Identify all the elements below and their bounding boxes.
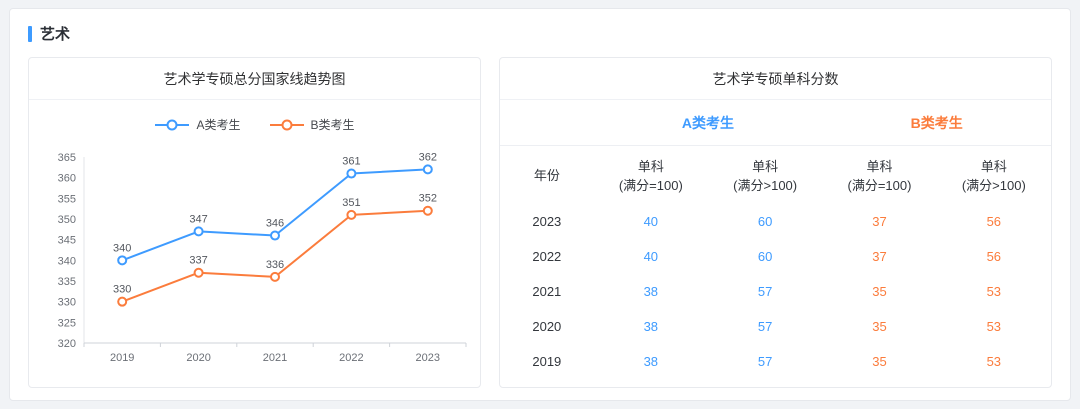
score-cell: 60	[757, 213, 773, 229]
svg-text:325: 325	[57, 317, 75, 329]
score-cell: 37	[872, 248, 887, 264]
table-row: 2019 38 57 35 53	[500, 344, 1051, 379]
group-header-a: A类考生	[593, 100, 823, 146]
year-cell: 2022	[532, 248, 562, 264]
score-cell: 56	[986, 213, 1002, 229]
subject-header-cell: 单科 (满分=100)	[847, 159, 912, 193]
score-cell: 57	[757, 318, 773, 334]
x-axis: 2019 2020 2021 2022 2023	[83, 342, 466, 364]
svg-text:360: 360	[57, 173, 75, 185]
section-header: 艺术	[28, 23, 1052, 44]
svg-text:336: 336	[265, 259, 283, 271]
section-title: 艺术	[40, 26, 71, 43]
chart-legend: A类考生 B类考生	[29, 116, 480, 133]
table-row: 2020 38 57 35 53	[500, 309, 1051, 344]
svg-text:2021: 2021	[262, 352, 286, 364]
svg-text:335: 335	[57, 276, 75, 288]
svg-text:2020: 2020	[186, 352, 210, 364]
svg-text:340: 340	[113, 242, 131, 254]
svg-text:2022: 2022	[339, 352, 363, 364]
year-cell: 2020	[532, 318, 562, 334]
svg-text:361: 361	[342, 156, 360, 168]
subject-header-cell: 单科 (满分=100)	[618, 159, 683, 193]
svg-text:352: 352	[418, 193, 436, 205]
svg-text:355: 355	[57, 193, 75, 205]
score-table-panel: 艺术学专硕单科分数 A类考生 B类考生年份 单科 (满分=100) 单科 (满分>100)…	[499, 57, 1052, 388]
table-row: 2023 40 60 37 56	[500, 204, 1051, 239]
legend-line-marker-icon	[155, 119, 190, 130]
svg-text:2019: 2019	[109, 352, 133, 364]
table-group-header-row: A类考生 B类考生	[500, 100, 1051, 146]
svg-text:351: 351	[342, 197, 360, 209]
series-B类考生: 330 337 336 351 352	[113, 193, 436, 307]
legend-item-B类考生[interactable]: B类考生	[269, 116, 355, 133]
score-cell: 40	[643, 213, 659, 229]
score-cell: 40	[643, 248, 659, 264]
svg-text:345: 345	[57, 235, 75, 247]
score-cell: 60	[757, 248, 773, 264]
svg-text:347: 347	[189, 213, 207, 225]
table-row: 2022 40 60 37 56	[500, 239, 1051, 274]
score-cell: 35	[872, 318, 887, 334]
svg-text:365: 365	[57, 152, 75, 164]
score-cell: 37	[872, 213, 887, 229]
subject-header-cell: 单科 (满分>100)	[733, 159, 798, 193]
table-row: 2021 38 57 35 53	[500, 274, 1051, 309]
score-cell: 56	[986, 248, 1002, 264]
svg-text:350: 350	[57, 214, 75, 226]
year-cell: 2019	[532, 353, 562, 369]
legend-label: A类考生	[196, 118, 241, 132]
legend-line-marker-icon	[269, 119, 304, 130]
group-header-b: B类考生	[822, 100, 1051, 146]
svg-text:320: 320	[57, 338, 75, 350]
trend-chart-panel: 艺术学专硕总分国家线趋势图 A类考生 B类考生 320 325 330 335 340 34…	[28, 57, 481, 388]
group-header-spacer	[500, 100, 594, 146]
score-cell: 38	[643, 353, 659, 369]
svg-text:362: 362	[418, 151, 436, 163]
chart-panel-title: 艺术学专硕总分国家线趋势图	[29, 58, 480, 100]
score-table: A类考生 B类考生年份 单科 (满分=100) 单科 (满分>100) 单科 (满分=100)…	[500, 100, 1051, 379]
svg-text:330: 330	[113, 284, 131, 296]
score-cell: 35	[872, 283, 887, 299]
year-cell: 2023	[532, 213, 562, 229]
score-cell: 53	[986, 318, 1002, 334]
table-subheader-row: 年份 单科 (满分=100) 单科 (满分>100) 单科 (满分=100) 单科 (满分>10…	[500, 146, 1051, 204]
svg-text:330: 330	[57, 297, 75, 309]
score-cell: 53	[986, 353, 1002, 369]
year-cell: 2021	[532, 283, 562, 299]
score-cell: 38	[643, 318, 659, 334]
legend-label: B类考生	[310, 118, 355, 132]
svg-text:340: 340	[57, 255, 75, 267]
score-cell: 35	[872, 353, 887, 369]
score-cell: 57	[757, 353, 773, 369]
score-cell: 57	[757, 283, 773, 299]
art-section-card: 艺术 艺术学专硕总分国家线趋势图 A类考生 B类考生 320 325 330 335 34…	[9, 8, 1071, 401]
section-accent-bar	[28, 25, 32, 42]
y-axis: 320 325 330 335 340 345 350 355 360 365	[57, 152, 84, 350]
series-A类考生: 340 347 346 361 362	[113, 151, 436, 266]
svg-text:2023: 2023	[415, 352, 439, 364]
subject-header-cell: 单科 (满分>100)	[961, 159, 1026, 193]
score-cell: 53	[986, 283, 1002, 299]
score-cell: 38	[643, 283, 659, 299]
svg-text:346: 346	[265, 218, 283, 230]
legend-item-A类考生[interactable]: A类考生	[154, 116, 241, 133]
table-panel-title: 艺术学专硕单科分数	[500, 58, 1051, 100]
panels-row: 艺术学专硕总分国家线趋势图 A类考生 B类考生 320 325 330 335 340 34…	[28, 57, 1052, 388]
svg-text:337: 337	[189, 255, 207, 267]
year-header-cell: 年份	[533, 168, 560, 184]
